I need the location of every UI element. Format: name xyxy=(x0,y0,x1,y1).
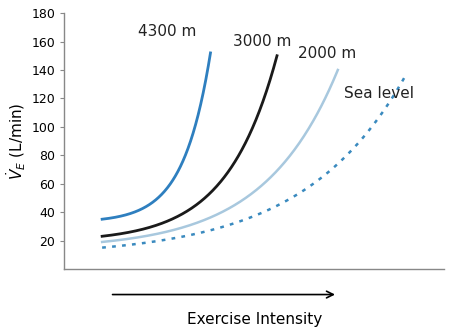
Text: Exercise Intensity: Exercise Intensity xyxy=(186,313,322,327)
Text: 2000 m: 2000 m xyxy=(298,47,356,61)
Text: 4300 m: 4300 m xyxy=(138,24,196,39)
Text: Sea level: Sea level xyxy=(344,86,414,101)
Y-axis label: $\dot{V}_E$ (L/min): $\dot{V}_E$ (L/min) xyxy=(5,102,28,180)
Text: 3000 m: 3000 m xyxy=(233,34,292,49)
